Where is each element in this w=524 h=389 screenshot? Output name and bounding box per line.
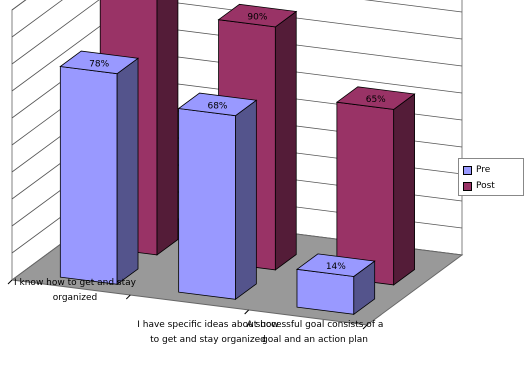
category-tick bbox=[362, 324, 368, 330]
bar-pre-1 bbox=[59, 50, 140, 286]
data-label-post-2: 90% bbox=[247, 13, 267, 23]
legend-item-post: Post bbox=[463, 179, 495, 193]
legend-swatch-post bbox=[463, 181, 472, 191]
bar-front-face bbox=[178, 108, 236, 300]
data-label-pre-2: 68% bbox=[207, 101, 227, 111]
bar-top-face bbox=[59, 50, 140, 75]
bar-side-face bbox=[235, 99, 257, 301]
category-label-1: I know how to get and stay organized bbox=[14, 278, 136, 303]
category-tick bbox=[244, 309, 250, 315]
data-label-pre-1: 78% bbox=[89, 59, 109, 69]
legend-item-pre: Pre bbox=[463, 163, 490, 177]
bar-top-face bbox=[217, 3, 298, 28]
bar-front-face bbox=[59, 66, 118, 285]
bars bbox=[59, 0, 416, 316]
data-label-pre-3: 14% bbox=[326, 262, 346, 272]
bar-pre-3 bbox=[295, 253, 376, 316]
category-label-2: I have specific ideas about how to get a… bbox=[137, 320, 279, 345]
bar-pre-2 bbox=[177, 92, 258, 301]
category-label-3: A successful goal consists of a goal and… bbox=[246, 320, 384, 345]
bar-top-face bbox=[335, 86, 416, 110]
bar-side-face bbox=[116, 57, 139, 286]
legend-swatch-pre bbox=[463, 165, 472, 175]
bar-top-face bbox=[295, 253, 376, 277]
gridline bbox=[11, 0, 463, 65]
legend-label-pre: Pre bbox=[476, 165, 491, 175]
bar-top-face bbox=[177, 92, 258, 117]
bar-post-3 bbox=[335, 86, 416, 286]
bar-side-face bbox=[393, 93, 415, 286]
data-label-post-3: 65% bbox=[366, 95, 386, 105]
category-tick bbox=[7, 279, 13, 285]
bar-side-face bbox=[156, 0, 179, 256]
category-tick bbox=[125, 294, 131, 300]
bar-front-face bbox=[296, 268, 355, 315]
data-labels: 96%90%65%78%68%14% bbox=[89, 13, 386, 273]
bar-side-face bbox=[274, 10, 297, 271]
legend: Pre Post bbox=[458, 158, 524, 196]
gridline bbox=[11, 0, 463, 38]
legend-label-post: Post bbox=[476, 181, 495, 191]
